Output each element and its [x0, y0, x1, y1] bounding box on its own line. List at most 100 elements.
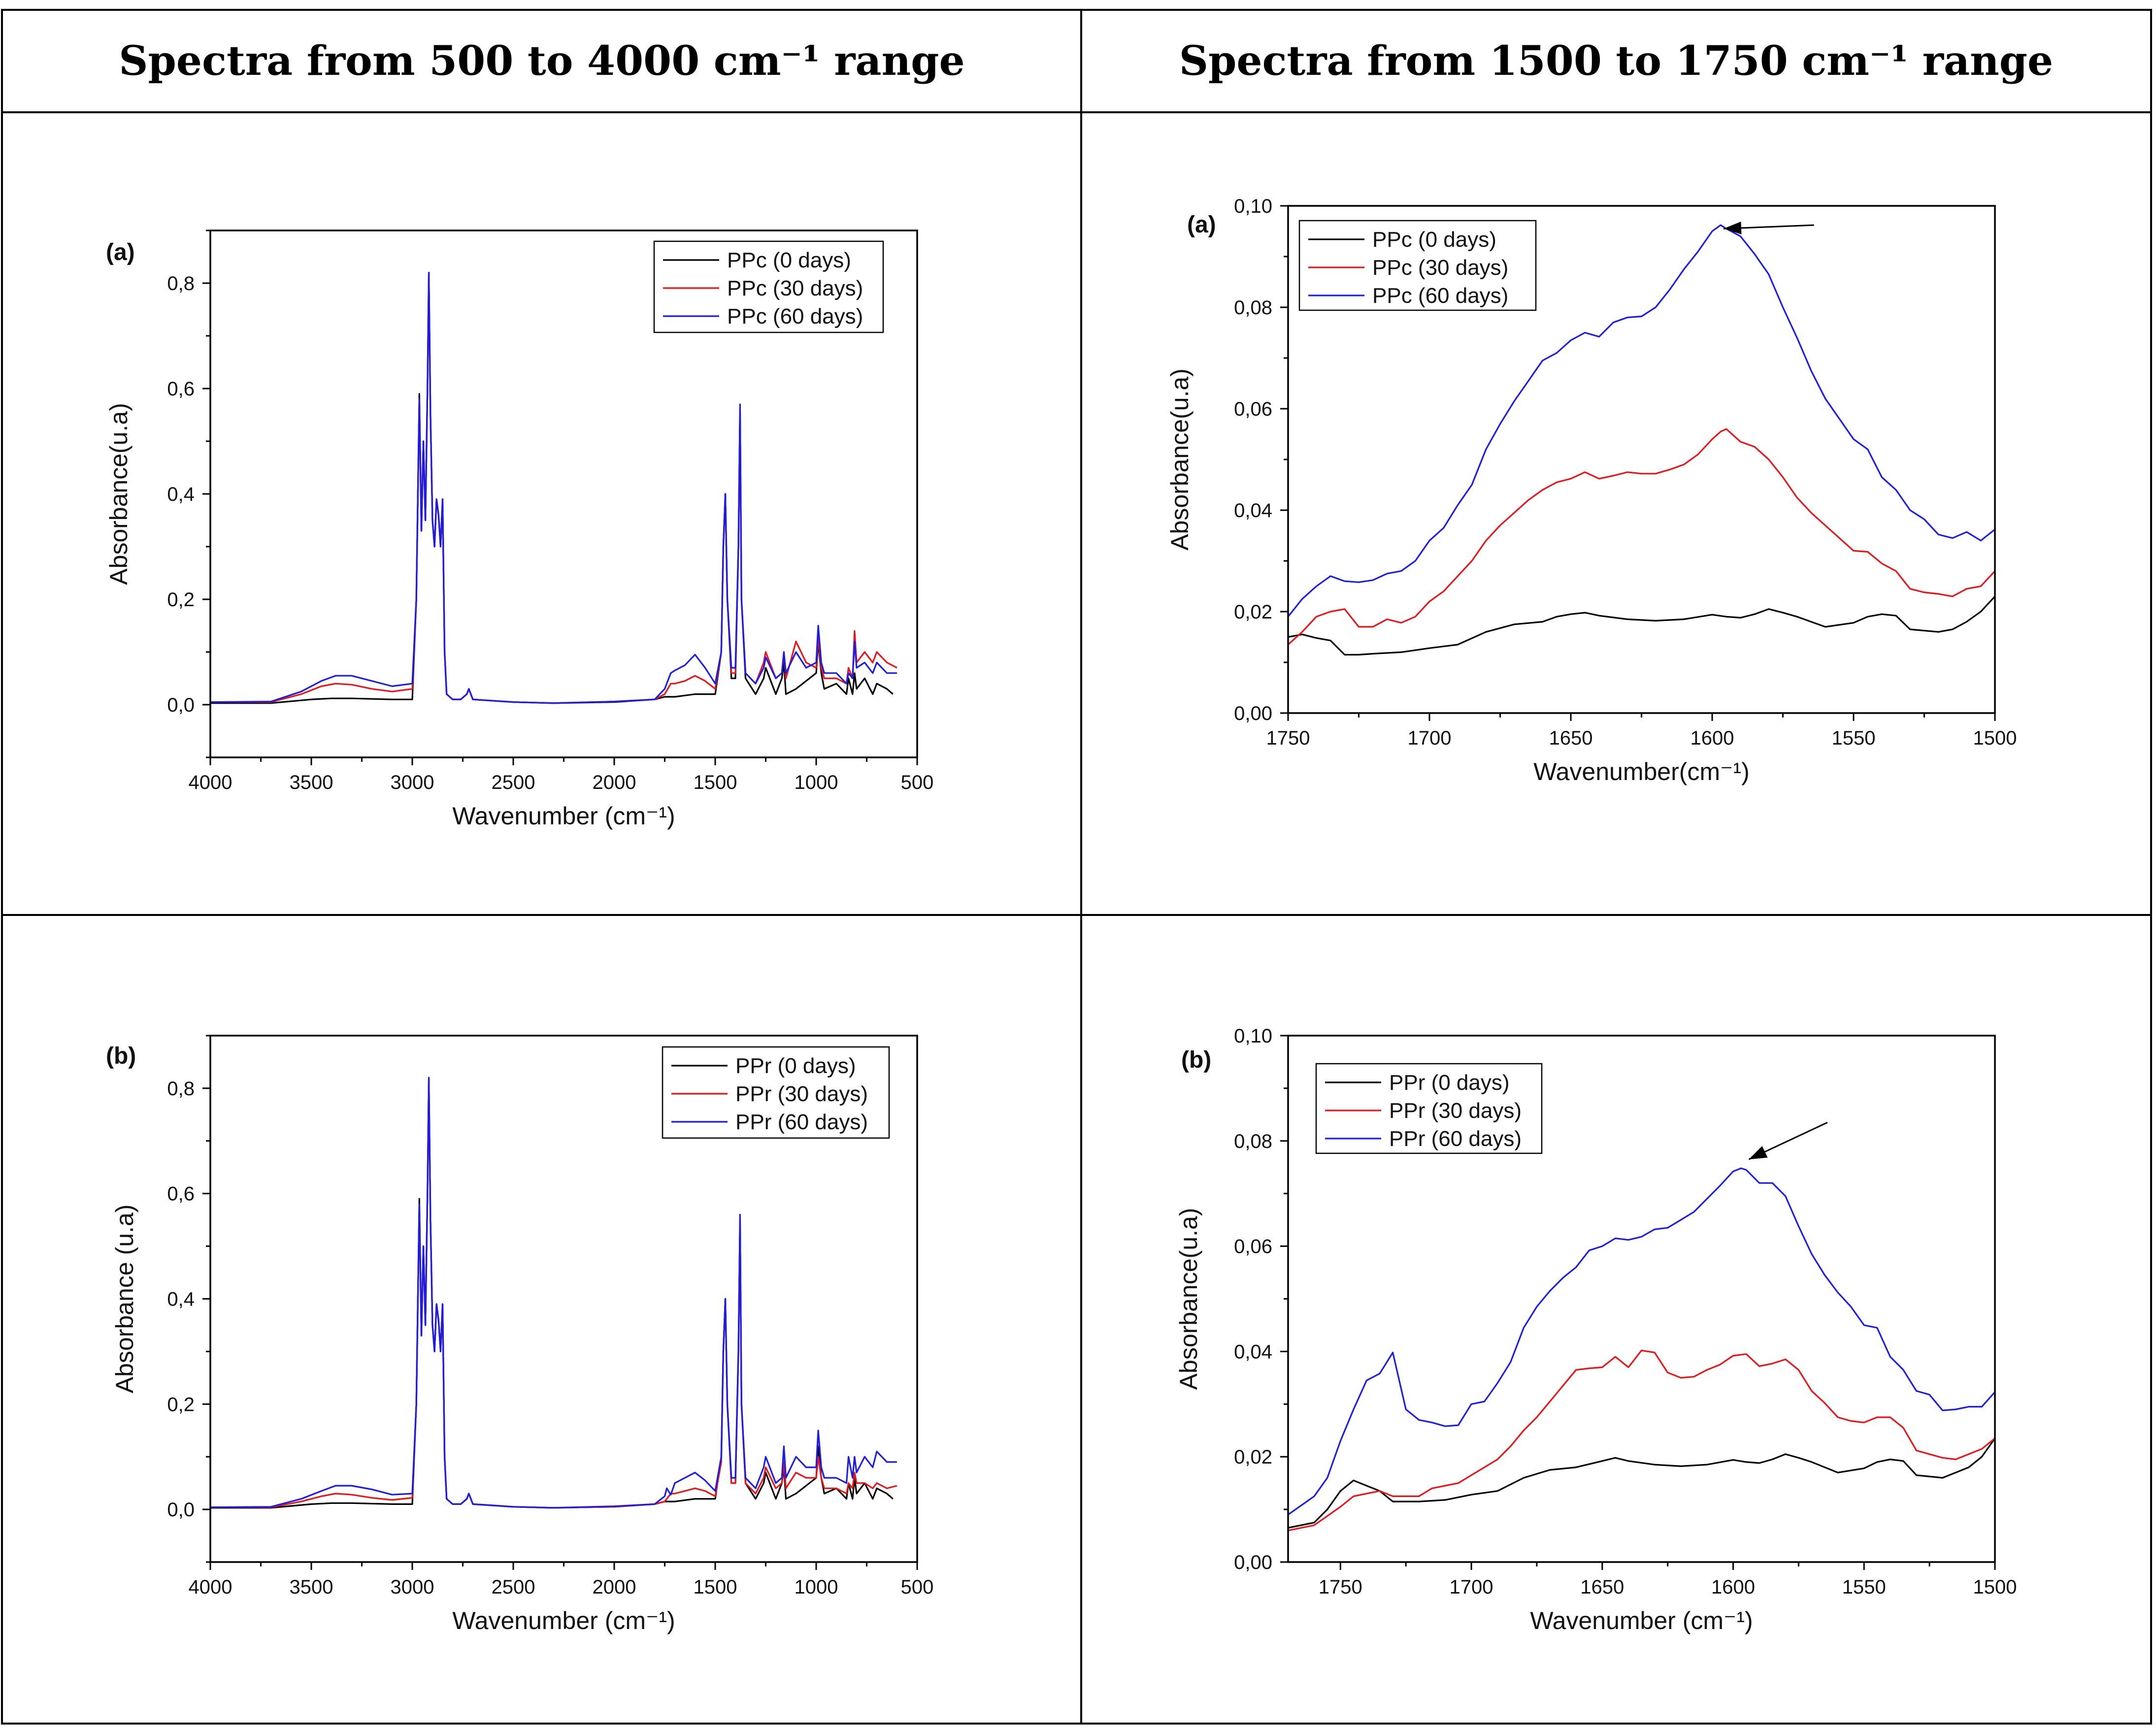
y-tick-label: 0,2	[167, 589, 195, 611]
series-line-0	[210, 271, 894, 704]
y-tick-label: 0,10	[1234, 196, 1272, 217]
arrow-annotation-head	[1723, 221, 1742, 234]
y-axis-label: Absorbance (u.a)	[111, 1205, 138, 1394]
y-tick-label: 0,10	[1234, 1025, 1272, 1047]
series-line-0	[1288, 1437, 1995, 1529]
chart-ppc-full-range: 4000 3500 3000 2500 2000 1500 1000 500 0,0 0,2 0,4…	[105, 229, 934, 830]
legend-label-1: PPc (30 days)	[727, 276, 863, 300]
y-axis-label: Absorbance(u.a)	[1175, 1208, 1202, 1390]
x-tick-label: 3500	[290, 772, 333, 793]
x-tick-label: 4000	[189, 772, 232, 793]
x-tick-label: 2000	[593, 772, 636, 793]
panel-label: (a)	[1187, 212, 1216, 238]
y-tick-label: 0,06	[1234, 398, 1272, 420]
x-tick-label: 1500	[1973, 727, 2017, 749]
header-right: Spectra from 1500 to 1750 cm⁻¹ range	[1179, 37, 2053, 85]
series-line-0	[1288, 596, 1995, 656]
legend-label-1: PPr (30 days)	[1389, 1099, 1522, 1123]
x-tick-label: 1700	[1408, 727, 1452, 749]
series-line-0	[210, 1076, 894, 1509]
y-tick-label: 0,4	[167, 484, 195, 505]
legend-box	[653, 240, 884, 333]
x-tick-label: 500	[901, 772, 934, 793]
x-tick-label: 1550	[1842, 1576, 1886, 1598]
legend-label-1: PPr (30 days)	[735, 1082, 868, 1106]
x-tick-label: 2000	[593, 1576, 636, 1598]
x-tick-label: 1600	[1711, 1576, 1755, 1598]
legend-label-0: PPr (0 days)	[735, 1054, 856, 1078]
series-line-2	[1288, 1167, 1995, 1516]
panel-label: (b)	[1181, 1047, 1211, 1073]
x-tick-label: 1000	[795, 1576, 838, 1598]
x-tick-label: 3000	[391, 1576, 434, 1598]
y-tick-label: 0,4	[167, 1289, 195, 1310]
x-tick-label: 1500	[1973, 1576, 2017, 1598]
y-tick-label: 0,02	[1234, 601, 1272, 623]
y-tick-label: 0,02	[1234, 1446, 1272, 1468]
table-border	[1, 9, 2152, 1725]
legend-label-0: PPr (0 days)	[1389, 1071, 1510, 1095]
series-line-1	[1288, 428, 1995, 646]
y-tick-label: 0,04	[1234, 1341, 1272, 1363]
x-tick-label: 2500	[492, 1576, 535, 1598]
y-tick-label: 0,00	[1234, 703, 1272, 724]
table-frame	[1, 9, 2152, 1725]
legend: PPr (0 days) PPr (30 days) PPr (60 days)	[662, 1046, 890, 1139]
x-axis-label: Wavenumber(cm⁻¹)	[1533, 758, 1749, 785]
y-tick-label: 0,04	[1234, 500, 1272, 522]
x-tick-label: 1650	[1549, 727, 1593, 749]
x-axis-label: Wavenumber (cm⁻¹)	[1530, 1607, 1753, 1634]
y-tick-label: 0,8	[167, 1078, 195, 1100]
header-left: Spectra from 500 to 4000 cm⁻¹ range	[119, 37, 964, 85]
x-tick-label: 1600	[1691, 727, 1734, 749]
y-tick-label: 0,0	[167, 1499, 195, 1521]
legend: PPr (0 days) PPr (30 days) PPr (60 days)	[1315, 1063, 1543, 1154]
panel-label: (b)	[106, 1043, 136, 1069]
x-tick-label: 1700	[1450, 1576, 1493, 1598]
x-tick-label: 1750	[1266, 727, 1310, 749]
series-line-2	[210, 1076, 897, 1509]
y-axis-label: Absorbance(u.a)	[1166, 368, 1194, 551]
x-tick-label: 1550	[1832, 727, 1876, 749]
legend-box	[1315, 1063, 1543, 1154]
x-tick-label: 1500	[694, 772, 737, 793]
chart-ppr-zoom-range: 1750 1700 1650 1600 1550 1500 0,00 0,02 0,04 0,06…	[1175, 1025, 2017, 1634]
x-axis-label: Wavenumber (cm⁻¹)	[452, 1607, 675, 1634]
chart-ppc-zoom-range: 1750 1700 1650 1600 1550 1500 0,00 0,02 0,04 0,06…	[1166, 196, 2017, 785]
legend: PPc (0 days) PPc (30 days) PPc (60 days)	[653, 240, 884, 333]
legend-label-0: PPc (0 days)	[727, 248, 851, 272]
y-tick-label: 0,8	[167, 273, 195, 294]
series-line-2	[1288, 224, 1995, 618]
x-tick-label: 2500	[492, 772, 535, 793]
legend-label-2: PPc (60 days)	[1372, 284, 1508, 308]
x-tick-label: 4000	[189, 1576, 232, 1598]
y-tick-label: 0,2	[167, 1394, 195, 1415]
x-tick-label: 1000	[795, 772, 838, 793]
x-tick-label: 500	[901, 1576, 934, 1598]
series-line-2	[210, 271, 897, 704]
y-tick-label: 0,06	[1234, 1236, 1272, 1258]
legend-label-1: PPc (30 days)	[1372, 256, 1508, 280]
x-tick-label: 1650	[1580, 1576, 1624, 1598]
y-tick-label: 0,08	[1234, 297, 1272, 319]
x-tick-label: 1750	[1319, 1576, 1362, 1598]
legend-label-2: PPc (60 days)	[727, 304, 863, 328]
y-tick-label: 0,6	[167, 1183, 195, 1205]
y-tick-label: 0,6	[167, 378, 195, 400]
legend-label-0: PPc (0 days)	[1372, 228, 1496, 252]
arrow-annotation-head	[1749, 1146, 1768, 1160]
x-tick-label: 3500	[290, 1576, 333, 1598]
legend-label-2: PPr (60 days)	[1389, 1127, 1522, 1151]
series-line-1	[210, 271, 897, 704]
chart-ppr-full-range: 4000 3500 3000 2500 2000 1500 1000 500 0,0 0,2 0,4…	[106, 1035, 934, 1634]
legend-label-2: PPr (60 days)	[735, 1110, 868, 1134]
x-tick-label: 3000	[391, 772, 434, 793]
y-tick-label: 0,00	[1234, 1552, 1272, 1573]
y-tick-label: 0,08	[1234, 1131, 1272, 1152]
x-tick-label: 1500	[694, 1576, 737, 1598]
x-axis-label: Wavenumber (cm⁻¹)	[452, 802, 675, 830]
legend: PPc (0 days) PPc (30 days) PPc (60 days)	[1298, 220, 1537, 311]
series-line-1	[210, 1076, 897, 1509]
y-axis-label: Absorbance(u.a)	[105, 403, 133, 585]
